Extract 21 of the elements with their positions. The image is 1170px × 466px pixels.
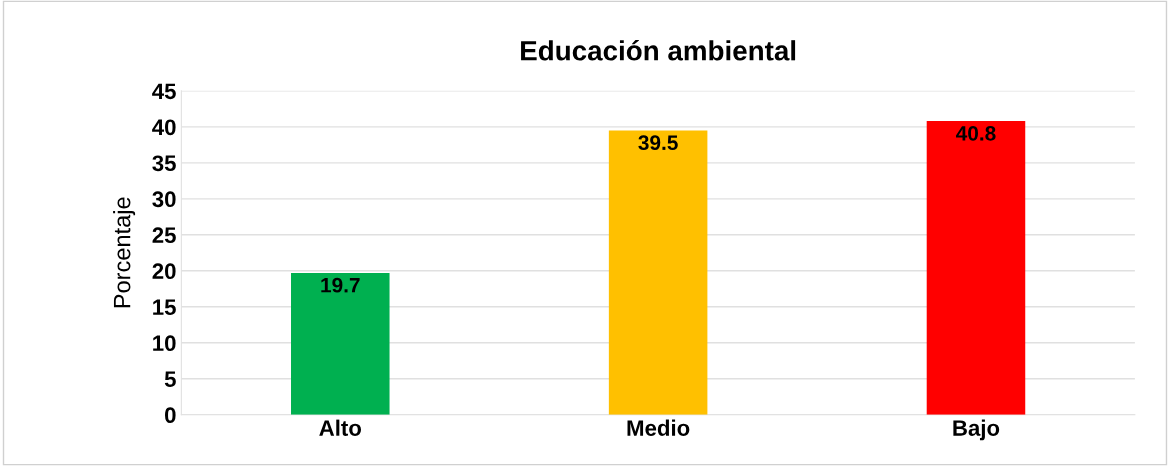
y-tick-label: 20 <box>152 263 176 280</box>
y-tick-label: 30 <box>152 191 176 208</box>
chart-title: Educación ambiental <box>521 39 796 61</box>
y-tick-label: 0 <box>165 407 176 424</box>
data-label: 40.8 <box>956 125 996 141</box>
y-tick-label: 45 <box>152 83 176 100</box>
bar <box>291 272 390 415</box>
data-label: 19.7 <box>321 277 360 293</box>
x-tick-label: Bajo <box>953 419 1000 441</box>
y-tick-label: 10 <box>153 335 176 352</box>
bar <box>926 121 1026 415</box>
y-tick-label: 35 <box>152 155 176 172</box>
y-tick-label: 15 <box>153 299 176 316</box>
y-tick-label: 40 <box>152 119 176 136</box>
y-tick-label: 5 <box>164 371 176 388</box>
x-tick-label: Alto <box>319 419 362 436</box>
bar <box>608 130 708 415</box>
y-axis-title: Porcentaje <box>113 197 136 308</box>
y-tick-label: 25 <box>152 227 176 244</box>
x-tick-label: Medio <box>627 419 690 436</box>
data-label: 39.5 <box>638 135 678 151</box>
